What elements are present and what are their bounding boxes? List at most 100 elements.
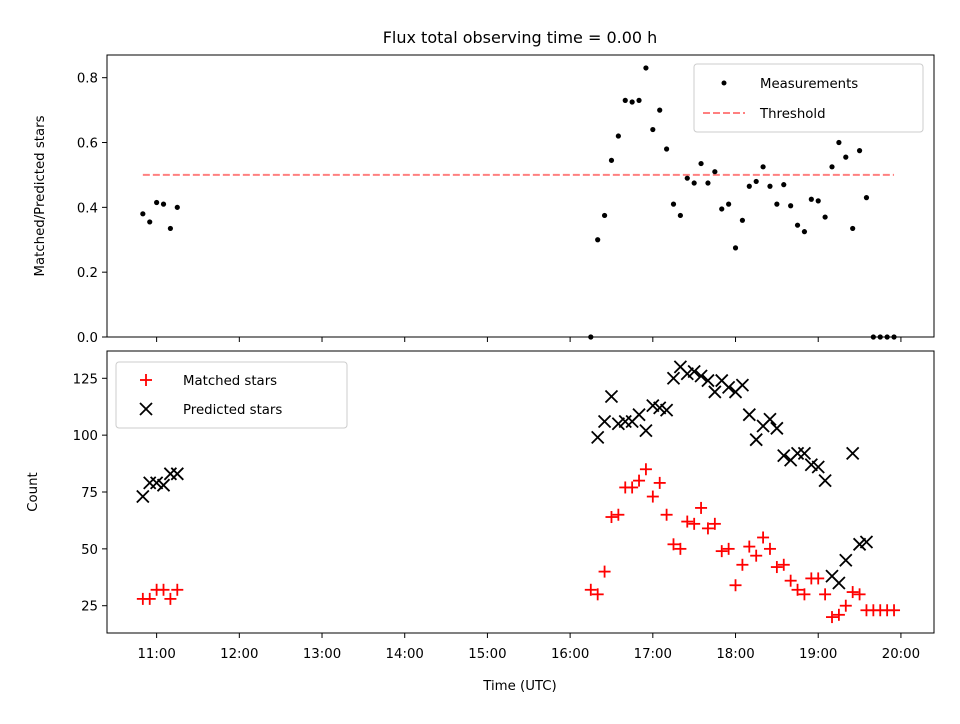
top-marks bbox=[140, 65, 897, 340]
measurement-point bbox=[595, 237, 601, 243]
chart-title: Flux total observing time = 0.00 h bbox=[383, 28, 658, 47]
matched-star-point bbox=[164, 592, 177, 605]
predicted-star-point bbox=[777, 448, 791, 463]
x-axis-label: Time (UTC) bbox=[482, 679, 557, 694]
legend-threshold-label: Threshold bbox=[759, 107, 826, 122]
matched-star-point bbox=[846, 586, 859, 599]
matched-star-point bbox=[729, 579, 742, 592]
predicted-star-point bbox=[639, 423, 653, 438]
predicted-star-point bbox=[597, 414, 612, 429]
matched-star-point bbox=[598, 565, 611, 578]
matched-star-point bbox=[695, 501, 708, 514]
matched-star-point bbox=[681, 515, 694, 528]
measurement-point bbox=[705, 180, 711, 186]
predicted-star-point bbox=[659, 403, 674, 417]
bottom-y-axis-label: Count bbox=[26, 472, 41, 512]
top-panel: 0.00.20.40.60.8 Matched/Predicted stars … bbox=[33, 54, 935, 346]
measurement-point bbox=[836, 139, 842, 146]
matched-star-point bbox=[667, 538, 680, 551]
predicted-star-point bbox=[632, 408, 646, 422]
top-y-ticks: 0.0 0.2 0.4 0.6 0.8 bbox=[77, 72, 107, 346]
top-y-tick-label: 0.2 bbox=[77, 266, 98, 281]
matched-star-point bbox=[708, 517, 721, 530]
measurement-point bbox=[822, 214, 828, 220]
measurement-point bbox=[650, 126, 656, 133]
measurement-point bbox=[154, 199, 160, 206]
predicted-star-point bbox=[742, 408, 756, 422]
predicted-star-point bbox=[666, 371, 681, 385]
measurement-point bbox=[684, 175, 690, 181]
matched-star-point bbox=[888, 604, 901, 617]
predicted-star-point bbox=[811, 460, 825, 474]
predicted-star-point bbox=[749, 433, 763, 447]
measurement-point bbox=[622, 97, 628, 103]
matched-star-point bbox=[736, 558, 749, 571]
measurement-point bbox=[601, 212, 608, 219]
predicted-star-point bbox=[832, 576, 846, 590]
predicted-star-point bbox=[604, 389, 619, 404]
measurement-point bbox=[174, 204, 180, 210]
measurement-point bbox=[160, 201, 167, 207]
measurement-point bbox=[801, 229, 808, 235]
measurement-point bbox=[657, 107, 663, 113]
measurement-point bbox=[670, 201, 677, 207]
matched-star-point bbox=[626, 481, 639, 494]
top-y-axis-label: Matched/Predicted stars bbox=[33, 115, 48, 276]
legend-measurements-label: Measurements bbox=[760, 77, 858, 92]
matched-star-point bbox=[722, 542, 735, 555]
measurement-point bbox=[753, 178, 759, 185]
bottom-y-tick-label: 75 bbox=[81, 486, 98, 501]
measurement-point bbox=[808, 196, 814, 202]
predicted-star-point bbox=[839, 553, 853, 567]
bottom-x-tick-label: 16:00 bbox=[551, 647, 589, 662]
matched-star-point bbox=[605, 511, 618, 524]
measurement-point bbox=[781, 182, 787, 188]
matched-star-point bbox=[674, 542, 687, 555]
matched-star-point bbox=[826, 611, 839, 624]
measurement-point bbox=[167, 225, 174, 232]
predicted-star-point bbox=[170, 467, 184, 481]
top-axes-frame bbox=[106, 54, 935, 338]
matched-star-point bbox=[639, 463, 652, 476]
matched-star-point bbox=[770, 561, 783, 574]
predicted-star-point bbox=[701, 373, 715, 388]
matched-star-point bbox=[798, 588, 811, 601]
bottom-panel: 25 50 75 100 125 11:00 12:00 13:00 14:00 15:00 16… bbox=[26, 350, 935, 694]
matched-star-point bbox=[832, 608, 845, 621]
measurement-point bbox=[691, 180, 697, 186]
matched-star-point bbox=[715, 545, 728, 558]
bottom-x-tick-label: 11:00 bbox=[137, 647, 175, 662]
predicted-star-point bbox=[818, 473, 832, 488]
top-x-ticks bbox=[156, 337, 902, 342]
measurement-point bbox=[726, 201, 732, 207]
measurement-point bbox=[615, 133, 621, 139]
matched-star-point bbox=[633, 474, 646, 487]
bottom-legend-box bbox=[115, 361, 348, 429]
top-y-tick-label: 0.0 bbox=[77, 331, 98, 346]
measurement-point bbox=[856, 148, 863, 154]
matched-star-point bbox=[157, 583, 170, 596]
bottom-legend: Matched stars Predicted stars bbox=[115, 361, 348, 429]
matched-star-point bbox=[853, 588, 866, 601]
measurement-point bbox=[643, 65, 649, 71]
bottom-x-ticks: 11:00 12:00 13:00 14:00 15:00 16:00 17:00 18:00… bbox=[137, 633, 920, 662]
measurement-point bbox=[815, 198, 821, 204]
bottom-y-tick-label: 125 bbox=[73, 372, 98, 387]
measurement-point bbox=[719, 206, 725, 212]
predicted-star-point bbox=[156, 478, 171, 492]
matched-star-point bbox=[646, 490, 659, 503]
top-y-tick-label: 0.4 bbox=[77, 201, 98, 216]
bottom-x-tick-label: 17:00 bbox=[634, 647, 672, 662]
legend-predicted-marker bbox=[139, 402, 153, 416]
bottom-x-tick-label: 19:00 bbox=[799, 647, 837, 662]
measurement-point bbox=[712, 169, 718, 175]
matched-star-point bbox=[839, 599, 852, 612]
measurement-point bbox=[739, 217, 746, 223]
top-y-tick-label: 0.6 bbox=[77, 137, 98, 152]
matched-star-point bbox=[819, 588, 832, 601]
measurement-point bbox=[746, 183, 752, 189]
bottom-x-tick-label: 13:00 bbox=[303, 647, 341, 662]
matched-star-point bbox=[171, 583, 184, 596]
bottom-axes-frame bbox=[106, 350, 935, 634]
